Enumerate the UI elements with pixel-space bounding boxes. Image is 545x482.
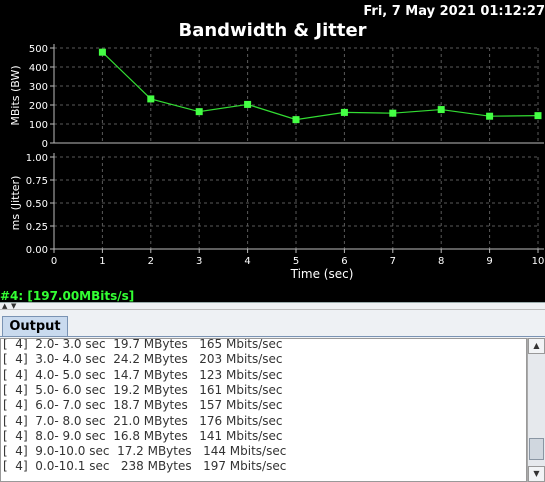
- y-tick-label: 0.50: [26, 199, 48, 210]
- x-tick-label: 0: [51, 256, 57, 267]
- data-point: [244, 100, 252, 108]
- output-line: [ 4] 7.0- 8.0 sec 21.0 MBytes 176 Mbits/…: [3, 413, 283, 428]
- y-tick-label: 0: [42, 139, 48, 150]
- y-tick-label: 1.00: [26, 153, 48, 164]
- data-point: [292, 116, 300, 124]
- divider-down-arrow-icon[interactable]: ▼: [11, 302, 17, 310]
- y-tick-label: 300: [29, 82, 48, 93]
- x-tick-label: 9: [486, 256, 492, 267]
- x-tick-label: 6: [341, 256, 347, 267]
- stream-bandwidth-label: #4: [197.00MBits/s]: [0, 289, 135, 302]
- timestamp: Fri, 7 May 2021 01:12:27: [363, 4, 545, 19]
- graph-panel: 0 100 200 300 400 500 MBits (BW) 0.00 0.25 0.50 0.…: [0, 4, 545, 302]
- data-point: [147, 95, 155, 103]
- y-tick-label: 500: [29, 44, 48, 55]
- output-line: [ 4] 2.0- 3.0 sec 19.7 MBytes 165 Mbits/…: [3, 338, 283, 351]
- bottom-panel: Output [ 4] 2.0- 3.0 sec 19.7 MBytes 165…: [0, 310, 545, 482]
- y-axis-label: ms (Jitter): [9, 176, 22, 231]
- data-point: [534, 112, 542, 120]
- output-line: [ 4] 5.0- 6.0 sec 19.2 MBytes 161 Mbits/…: [3, 382, 283, 397]
- chart-title: Bandwidth & Jitter: [178, 20, 367, 41]
- data-point: [98, 48, 106, 56]
- x-tick-label: 2: [148, 256, 154, 267]
- data-point: [389, 109, 397, 117]
- output-text-area[interactable]: [ 4] 2.0- 3.0 sec 19.7 MBytes 165 Mbits/…: [0, 338, 527, 482]
- scroll-down-icon[interactable]: ▼: [528, 466, 545, 482]
- scroll-up-icon[interactable]: ▲: [528, 338, 545, 354]
- x-axis-label: Time (sec): [290, 267, 354, 281]
- y-tick-label: 0.25: [26, 222, 48, 233]
- output-line: [ 4] 4.0- 5.0 sec 14.7 MBytes 123 Mbits/…: [3, 367, 283, 382]
- scroll-thumb[interactable]: [529, 438, 544, 460]
- y-tick-label: 0.75: [26, 176, 48, 187]
- output-scrollbar[interactable]: ▲ ▼: [527, 338, 545, 482]
- x-tick-label: 7: [390, 256, 396, 267]
- output-line: [ 4] 9.0-10.0 sec 17.2 MBytes 144 Mbits/…: [3, 444, 287, 459]
- x-tick-label: 10: [532, 256, 545, 267]
- tab-output[interactable]: Output: [2, 316, 68, 337]
- y-tick-label: 100: [29, 120, 48, 131]
- output-line: [ 4] 6.0- 7.0 sec 18.7 MBytes 157 Mbits/…: [3, 398, 283, 413]
- x-tick-label: 8: [438, 256, 444, 267]
- tab-underline: [0, 336, 545, 337]
- output-line: [ 4] 3.0- 4.0 sec 24.2 MBytes 203 Mbits/…: [3, 352, 283, 367]
- data-point: [340, 108, 348, 116]
- split-pane-divider[interactable]: ▲ ▼: [0, 302, 545, 310]
- data-point: [437, 106, 445, 114]
- data-point: [195, 108, 203, 116]
- series-line: [101, 51, 539, 121]
- x-tick-label: 4: [244, 256, 250, 267]
- y-tick-label: 200: [29, 101, 48, 112]
- x-tick-label: 3: [196, 256, 202, 267]
- output-line: [ 4] 0.0-10.1 sec 238 MBytes 197 Mbits/s…: [3, 459, 287, 474]
- data-point: [486, 112, 494, 120]
- output-line: [ 4] 8.0- 9.0 sec 16.8 MBytes 141 Mbits/…: [3, 428, 283, 443]
- y-tick-label: 0.00: [26, 245, 48, 256]
- x-tick-label: 1: [99, 256, 105, 267]
- x-tick-label: 5: [293, 256, 299, 267]
- y-axis-label: MBits (BW): [9, 65, 22, 125]
- divider-up-arrow-icon[interactable]: ▲: [2, 302, 8, 310]
- y-tick-label: 400: [29, 63, 48, 74]
